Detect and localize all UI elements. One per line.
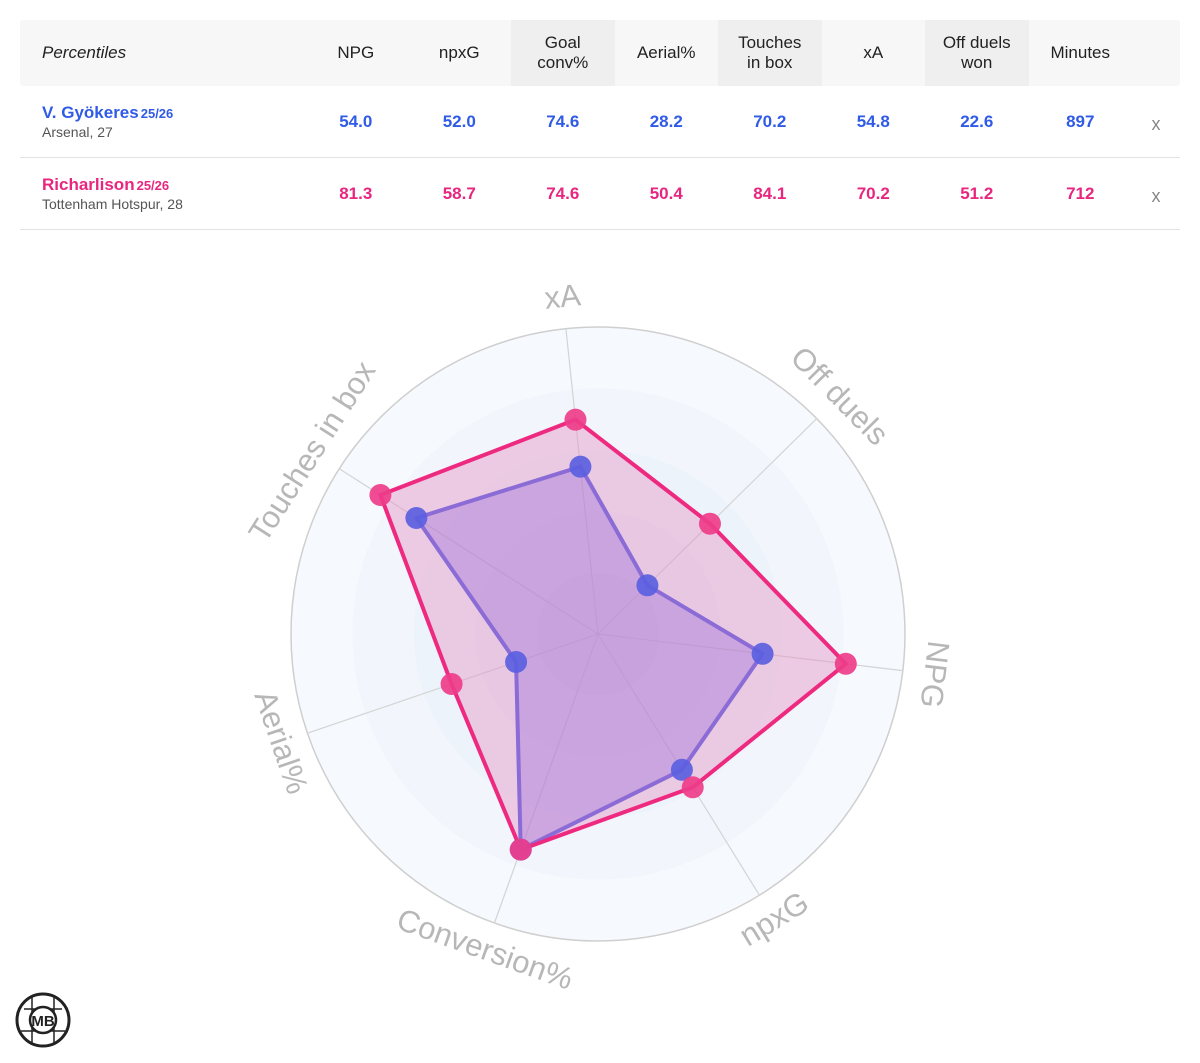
column-header[interactable]: Off duels won	[925, 20, 1029, 86]
header-percentiles: Percentiles	[42, 43, 127, 62]
axis-label: xA	[543, 277, 583, 316]
radar-point	[698, 512, 721, 535]
column-header[interactable]: xA	[863, 43, 884, 62]
radar-point	[405, 506, 428, 529]
radar-ring	[475, 511, 721, 757]
radar-point	[509, 838, 532, 861]
remove-player-button[interactable]: x	[1151, 114, 1161, 134]
axis-label: NPG	[913, 639, 956, 710]
value-xa: 54.8	[856, 111, 890, 131]
value-npg: 81.3	[339, 183, 373, 203]
player-row-gyokeres: V. Gyökeres 25/26 Arsenal, 27 54.0 52.0 7…	[20, 86, 1180, 158]
table-header: Percentiles NPG npxG Goal conv% Aerial% T…	[20, 20, 1180, 86]
axis-label: Conversion%	[392, 902, 577, 997]
radar-ring	[413, 449, 783, 819]
radar-spoke	[338, 468, 599, 635]
value-aerial: 28.2	[649, 111, 683, 131]
radar-point	[440, 673, 463, 696]
percentiles-table: Percentiles NPG npxG Goal conv% Aerial% T…	[20, 20, 1180, 230]
svg-text:MB: MB	[31, 1013, 54, 1030]
column-header[interactable]: NPG	[337, 43, 375, 62]
player-info: Richarlison 25/26 Tottenham Hotspur, 28	[20, 175, 304, 212]
radar-ring	[352, 388, 844, 880]
value-goal-conv: 74.6	[546, 111, 580, 131]
column-header[interactable]: Minutes	[1050, 43, 1111, 62]
value-minutes: 897	[1066, 111, 1095, 131]
mb-logo-icon: MB	[15, 992, 71, 1048]
radar-point	[505, 650, 528, 673]
radar-point	[369, 484, 392, 507]
radar-spoke	[565, 328, 599, 635]
radar-point	[670, 758, 693, 781]
radar-point	[681, 776, 704, 799]
radar-point	[834, 652, 857, 675]
remove-player-button[interactable]: x	[1151, 186, 1161, 206]
axis-label: npxG	[733, 884, 814, 953]
radar-spoke	[493, 633, 599, 924]
axis-label: Off duels	[784, 340, 896, 453]
radar-point	[564, 408, 587, 431]
value-aerial: 50.4	[649, 183, 683, 203]
player-season: 25/26	[136, 178, 170, 193]
value-npg: 54.0	[339, 111, 373, 131]
mb-logo: MB	[14, 991, 72, 1049]
player-info: V. Gyökeres 25/26 Arsenal, 27	[20, 103, 304, 140]
radar-outer-ring	[290, 326, 906, 942]
radar-point	[751, 642, 774, 665]
value-off-duels: 51.2	[960, 183, 994, 203]
value-minutes: 712	[1066, 183, 1095, 203]
radar-spoke	[307, 633, 599, 734]
axis-label: Touches in box	[242, 354, 383, 548]
column-header[interactable]: npxG	[438, 43, 480, 62]
value-touches-in-box: 70.2	[753, 111, 787, 131]
radar-series-area	[414, 464, 765, 852]
radar-point	[636, 574, 659, 597]
value-off-duels: 22.6	[960, 111, 994, 131]
axis-label: Aerial%	[247, 686, 315, 798]
radar-spoke	[597, 418, 818, 635]
radar-point	[509, 838, 532, 861]
value-npxg: 58.7	[442, 183, 476, 203]
radar-ring	[291, 327, 905, 941]
radar-point	[569, 455, 592, 478]
player-season: 25/26	[140, 106, 174, 121]
value-npxg: 52.0	[442, 111, 476, 131]
value-touches-in-box: 84.1	[753, 183, 787, 203]
player-row-richarlison: Richarlison 25/26 Tottenham Hotspur, 28 8…	[20, 158, 1180, 230]
value-goal-conv: 74.6	[546, 183, 580, 203]
radar-spoke	[597, 633, 760, 896]
radar-spoke	[597, 633, 903, 672]
value-xa: 70.2	[856, 183, 890, 203]
player-meta: Tottenham Hotspur, 28	[42, 196, 183, 212]
column-header[interactable]: Touches in box	[718, 20, 822, 86]
radar-series-area	[378, 417, 848, 852]
column-header[interactable]: Aerial%	[636, 43, 696, 62]
player-meta: Arsenal, 27	[42, 124, 113, 140]
player-name[interactable]: V. Gyökeres	[42, 103, 139, 122]
column-header[interactable]: Goal conv%	[511, 20, 615, 86]
player-name[interactable]: Richarlison	[42, 175, 135, 194]
radar-ring	[536, 572, 660, 696]
